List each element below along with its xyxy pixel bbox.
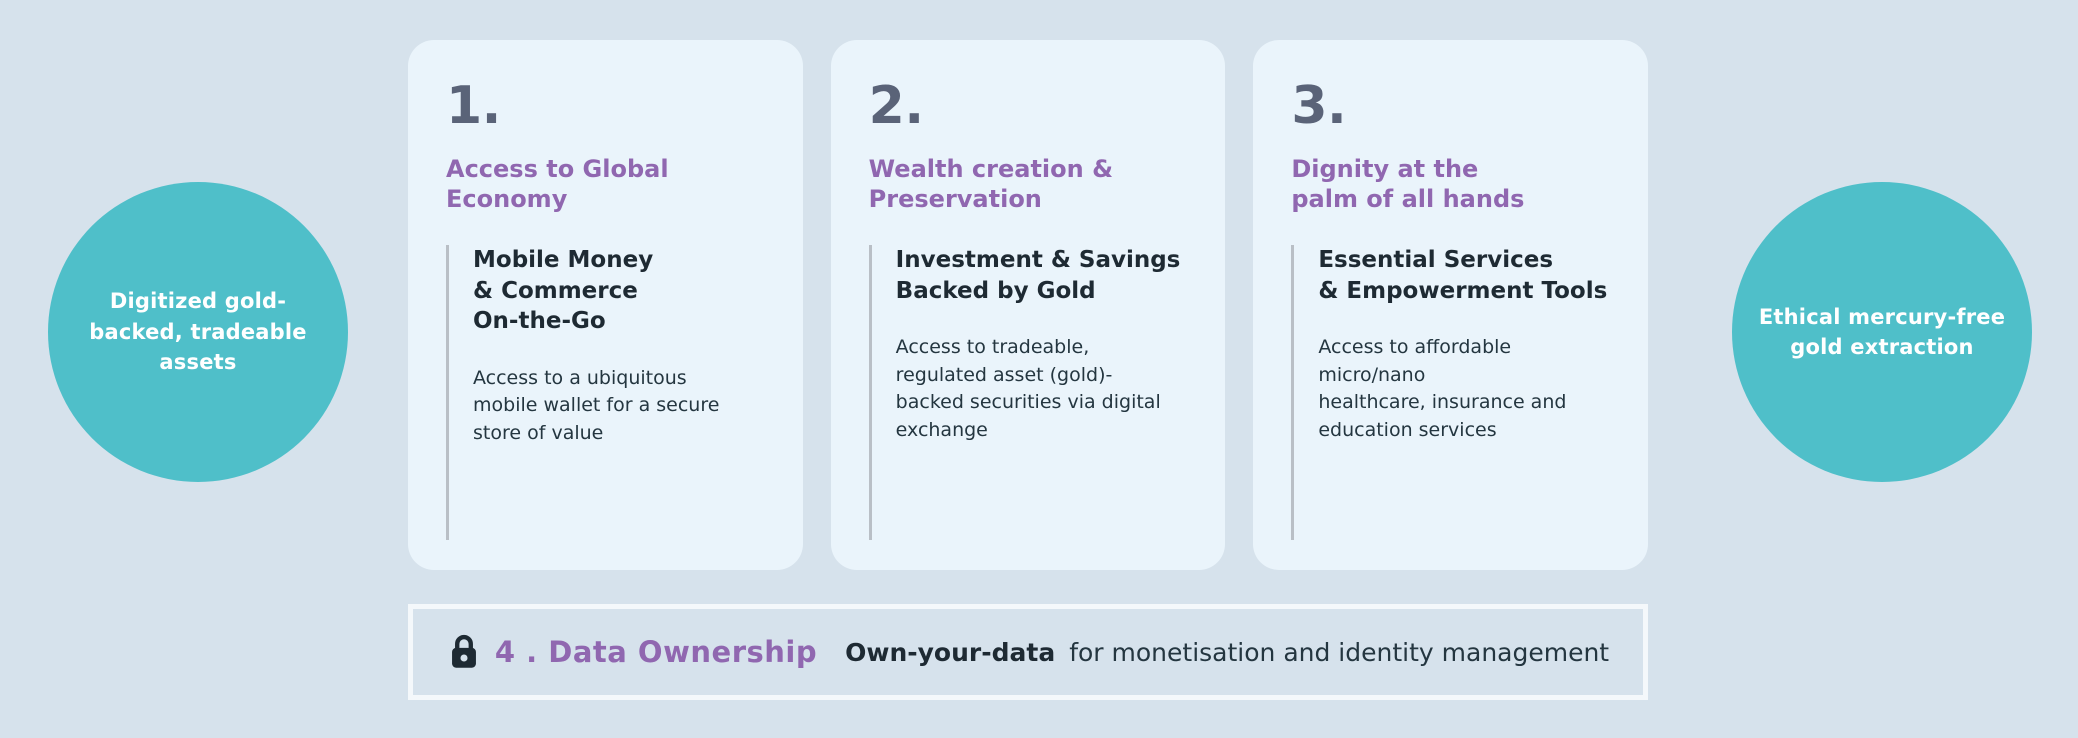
card-heading-3: Dignity at the palm of all hands: [1291, 155, 1525, 214]
left-value-circle: Digitized gold-backed, tradeable assets: [48, 182, 348, 482]
card-subtitle-1: Mobile Money & Commerce On-the-Go: [473, 246, 654, 335]
left-circle-label: Digitized gold-backed, tradeable assets: [89, 289, 307, 375]
card-number-2: 2.: [868, 76, 924, 136]
card-heading-1: Access to Global Economy: [446, 155, 669, 214]
pillar-card-list: 1. Access to Global Economy Mobile Money…: [408, 40, 1649, 570]
right-circle-label: Ethical mercury-free gold extraction: [1758, 304, 2006, 359]
pillar-card-2: 2. Wealth creation & Preservation Invest…: [830, 40, 1226, 570]
card-number-1: 1.: [446, 76, 501, 136]
card-subtitle-3: Essential Services & Empowerment Tools: [1318, 246, 1608, 304]
pillar-card-3: 3. Dignity at the palm of all hands Esse…: [1253, 40, 1649, 570]
card-number-3: 3.: [1291, 76, 1347, 136]
banner-strong-text: Own-your-data: [845, 637, 1056, 667]
card-body-3: Essential Services & Empowerment Tools A…: [1291, 244, 1610, 540]
lock-icon: [447, 633, 481, 671]
card-body-1: Mobile Money & Commerce On-the-Go Access…: [446, 244, 765, 540]
card-heading-2: Wealth creation & Preservation: [868, 155, 1113, 214]
card-description-2: Access to tradeable, regulated asset (go…: [895, 336, 1161, 441]
card-body-2: Investment & Savings Backed by Gold Acce…: [868, 244, 1188, 540]
banner-number-label: 4 . Data Ownership: [494, 635, 818, 669]
card-description-1: Access to a ubiquitous mobile wallet for…: [473, 366, 720, 444]
right-value-circle: Ethical mercury-free gold extraction: [1732, 182, 2032, 482]
data-ownership-banner: 4 . Data Ownership Own-your-data for mon…: [408, 604, 1648, 700]
card-subtitle-2: Investment & Savings Backed by Gold: [895, 246, 1181, 304]
card-description-3: Access to affordable micro/nano healthca…: [1318, 336, 1567, 441]
pillar-card-1: 1. Access to Global Economy Mobile Money…: [408, 40, 803, 570]
banner-rest-text: for monetisation and identity management: [1069, 637, 1610, 667]
